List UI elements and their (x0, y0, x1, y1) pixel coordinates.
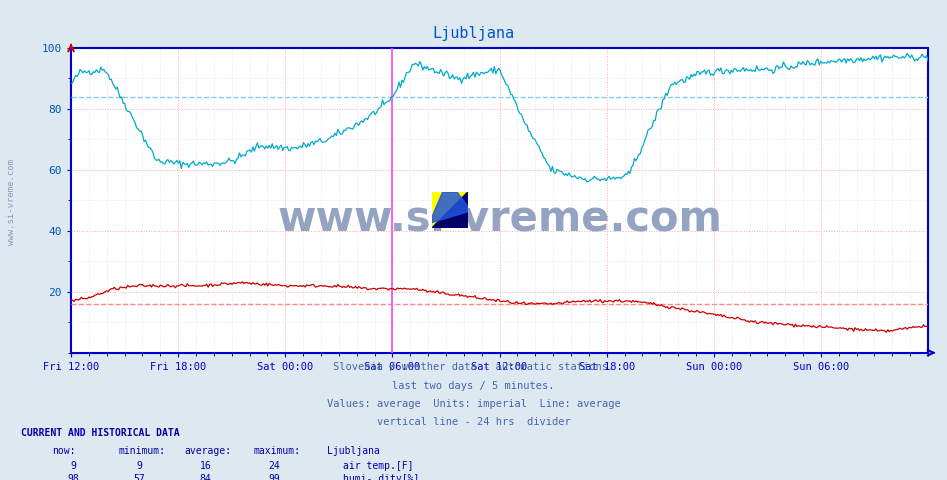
Text: 99: 99 (269, 474, 280, 480)
Text: last two days / 5 minutes.: last two days / 5 minutes. (392, 381, 555, 391)
Text: air temp.[F]: air temp.[F] (343, 461, 413, 471)
Text: Ljubljana: Ljubljana (433, 26, 514, 41)
Text: maximum:: maximum: (254, 446, 301, 456)
Text: average:: average: (185, 446, 232, 456)
Text: humi- dity[%]: humi- dity[%] (343, 474, 420, 480)
Text: vertical line - 24 hrs  divider: vertical line - 24 hrs divider (377, 417, 570, 427)
Text: Values: average  Units: imperial  Line: average: Values: average Units: imperial Line: av… (327, 399, 620, 409)
Text: Ljubljana: Ljubljana (327, 446, 380, 456)
Polygon shape (432, 212, 468, 228)
Text: www.si-vreme.com: www.si-vreme.com (277, 198, 722, 240)
Text: 16: 16 (200, 461, 211, 471)
Text: 57: 57 (134, 474, 145, 480)
Text: 98: 98 (67, 474, 79, 480)
Text: www.si-vreme.com: www.si-vreme.com (7, 158, 16, 245)
Text: CURRENT AND HISTORICAL DATA: CURRENT AND HISTORICAL DATA (21, 428, 180, 438)
Polygon shape (432, 192, 468, 228)
Polygon shape (432, 192, 468, 223)
Polygon shape (432, 192, 468, 228)
Text: Slovenia / weather data - automatic stations.: Slovenia / weather data - automatic stat… (333, 362, 614, 372)
Text: minimum:: minimum: (118, 446, 166, 456)
Text: 9: 9 (70, 461, 76, 471)
Text: now:: now: (52, 446, 76, 456)
Text: 84: 84 (200, 474, 211, 480)
Text: 9: 9 (136, 461, 142, 471)
Text: 24: 24 (269, 461, 280, 471)
